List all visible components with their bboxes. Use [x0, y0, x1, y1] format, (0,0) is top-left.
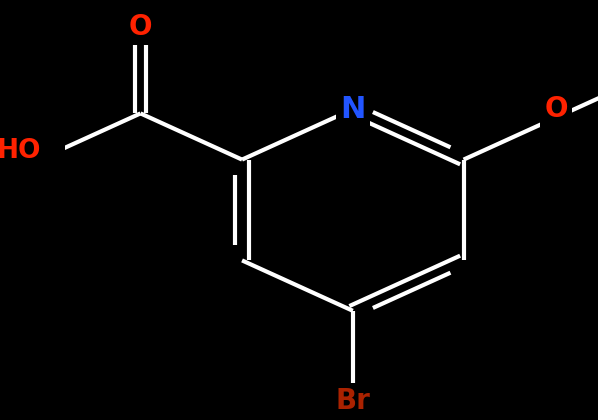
Text: O: O — [544, 95, 568, 123]
Text: N: N — [340, 94, 365, 124]
Text: HO: HO — [0, 138, 41, 164]
Text: O: O — [129, 13, 152, 41]
Text: Br: Br — [335, 387, 370, 415]
